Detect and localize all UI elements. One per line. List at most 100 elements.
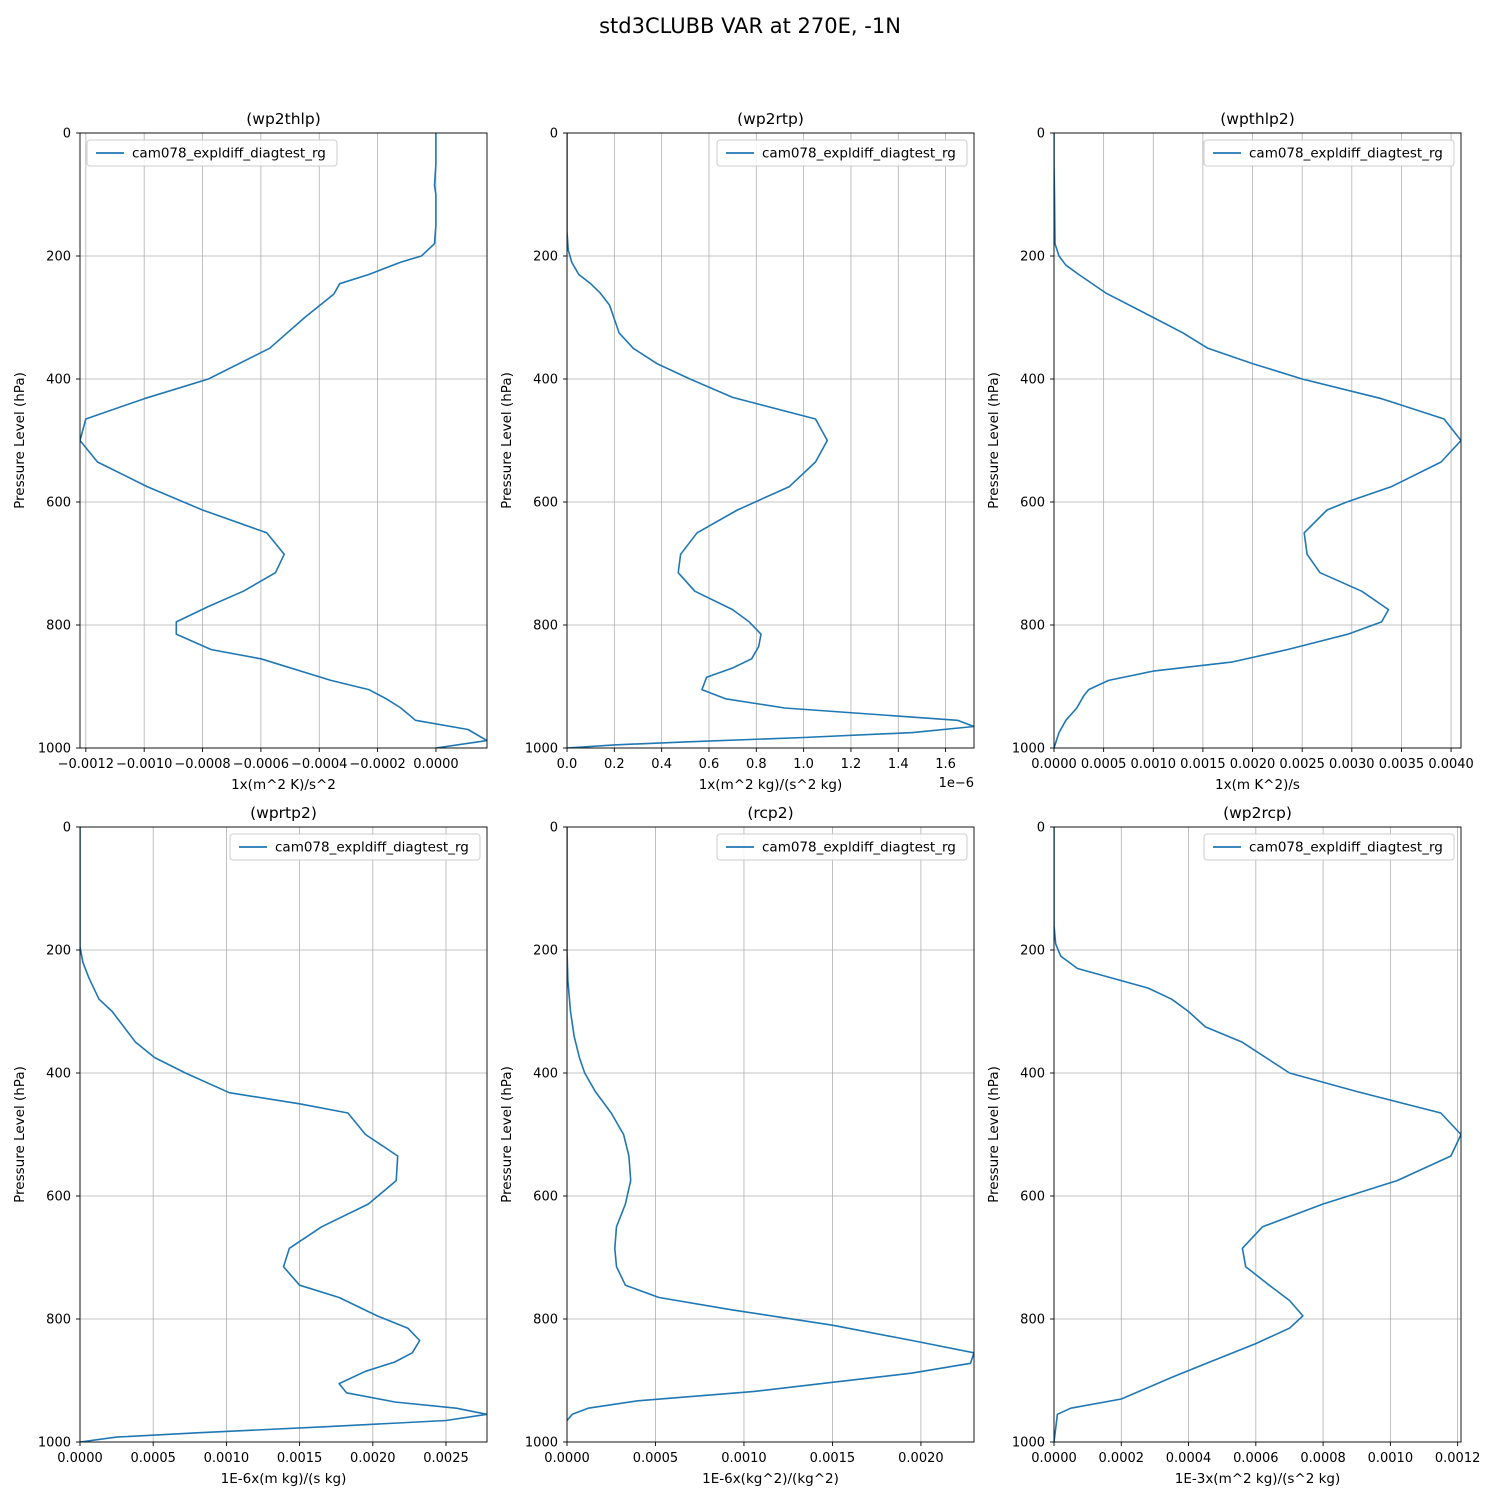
series-line bbox=[567, 827, 974, 1422]
series-line bbox=[80, 827, 487, 1442]
y-tick-label: 400 bbox=[1020, 373, 1045, 388]
legend-entry: cam078_expldiff_diagtest_rg bbox=[275, 840, 469, 856]
x-axis-label: 1E-6x(kg^2)/(kg^2) bbox=[702, 1471, 839, 1487]
x-tick-label: 1.2 bbox=[841, 757, 862, 772]
legend-box bbox=[1203, 833, 1455, 861]
x-tick-label: 0.0000 bbox=[413, 757, 459, 772]
x-tick-label: 0.0000 bbox=[57, 1451, 103, 1466]
legend-box bbox=[86, 139, 338, 167]
x-tick-label: 0.0000 bbox=[544, 1451, 590, 1466]
x-tick-label: −0.0008 bbox=[174, 757, 230, 772]
legend: cam078_expldiff_diagtest_rg bbox=[86, 139, 338, 167]
series-line bbox=[1054, 133, 1461, 748]
x-axis-label: 1x(m^2 kg)/(s^2 kg) bbox=[699, 777, 843, 793]
legend-box bbox=[229, 833, 481, 861]
x-tick-label: 1.4 bbox=[888, 757, 909, 772]
x-tick-label: 0.0010 bbox=[1131, 757, 1177, 772]
x-tick-label: −0.0012 bbox=[58, 757, 114, 772]
x-axis-label: 1E-3x(m^2 kg)/(s^2 kg) bbox=[1175, 1471, 1341, 1487]
subplot-title: (wp2rtp) bbox=[737, 110, 804, 128]
y-tick-label: 0 bbox=[1037, 127, 1045, 142]
legend: cam078_expldiff_diagtest_rg bbox=[229, 833, 481, 861]
x-tick-label: 0.0010 bbox=[721, 1451, 767, 1466]
y-tick-label: 400 bbox=[46, 373, 71, 388]
axes-frame bbox=[1053, 132, 1462, 749]
subplot-2: 0.0 0.2 0.4 0.6 0.8 1.0 1.2 1.4 1.6 0 200 400 600 800… bbox=[499, 110, 975, 793]
y-tick-label: 600 bbox=[46, 1190, 71, 1205]
y-tick-label: 0 bbox=[63, 127, 71, 142]
legend-entry: cam078_expldiff_diagtest_rg bbox=[762, 840, 956, 856]
x-tick-label: 0.0025 bbox=[1279, 757, 1325, 772]
x-tick-label: 0.0 bbox=[557, 757, 578, 772]
y-tick-label: 400 bbox=[533, 1067, 558, 1082]
x-axis-label: 1x(m^2 K)/s^2 bbox=[231, 777, 336, 793]
y-axis-label: Pressure Level (hPa) bbox=[12, 1066, 28, 1203]
y-tick-label: 1000 bbox=[1012, 742, 1045, 757]
y-tick-label: 800 bbox=[46, 1313, 71, 1328]
y-tick-label: 400 bbox=[533, 373, 558, 388]
y-tick-label: 1000 bbox=[1012, 1436, 1045, 1451]
axes-frame bbox=[566, 826, 975, 1443]
subplot-title: (wp2rcp) bbox=[1223, 804, 1292, 822]
y-tick-label: 600 bbox=[533, 1190, 558, 1205]
x-tick-label: 0.0008 bbox=[1300, 1451, 1346, 1466]
y-tick-label: 600 bbox=[1020, 496, 1045, 511]
subplot-title: (wprtp2) bbox=[250, 804, 317, 822]
y-axis-label: Pressure Level (hPa) bbox=[12, 372, 28, 509]
series-line bbox=[1054, 827, 1461, 1442]
x-tick-label: 0.0012 bbox=[1435, 1451, 1481, 1466]
x-tick-label: 0.0025 bbox=[423, 1451, 469, 1466]
x-tick-label: −0.0006 bbox=[233, 757, 289, 772]
axes-frame bbox=[566, 132, 975, 749]
x-offset-label: 1e−6 bbox=[939, 776, 974, 791]
subplot-4: 0.0000 0.0005 0.0010 0.0015 0.0020 0.0025 0 200… bbox=[12, 804, 488, 1487]
y-tick-label: 1000 bbox=[38, 1436, 71, 1451]
y-tick-label: 600 bbox=[46, 496, 71, 511]
y-tick-label: 800 bbox=[46, 619, 71, 634]
subplot-6: 0.0000 0.0002 0.0004 0.0006 0.0008 0.0010 0.00… bbox=[986, 804, 1480, 1487]
y-tick-label: 800 bbox=[533, 1313, 558, 1328]
x-tick-label: 0.0040 bbox=[1428, 757, 1474, 772]
y-tick-label: 0 bbox=[63, 821, 71, 836]
x-tick-label: 0.0005 bbox=[633, 1451, 679, 1466]
y-tick-label: 200 bbox=[1020, 944, 1045, 959]
y-tick-label: 0 bbox=[1037, 821, 1045, 836]
x-tick-label: 1.0 bbox=[793, 757, 814, 772]
legend: cam078_expldiff_diagtest_rg bbox=[1203, 139, 1455, 167]
y-tick-label: 400 bbox=[46, 1067, 71, 1082]
x-tick-label: 0.0015 bbox=[810, 1451, 856, 1466]
legend: cam078_expldiff_diagtest_rg bbox=[716, 139, 968, 167]
series-line bbox=[567, 133, 974, 748]
x-tick-label: 0.0020 bbox=[350, 1451, 396, 1466]
legend-box bbox=[716, 833, 968, 861]
subplot-title: (wpthlp2) bbox=[1220, 110, 1295, 128]
y-tick-label: 1000 bbox=[38, 742, 71, 757]
x-tick-label: 0.0002 bbox=[1099, 1451, 1145, 1466]
x-axis-label: 1x(m K^2)/s bbox=[1215, 777, 1300, 793]
y-tick-label: 600 bbox=[533, 496, 558, 511]
axes-frame bbox=[79, 826, 488, 1443]
x-tick-label: −0.0004 bbox=[291, 757, 347, 772]
x-tick-label: 0.0035 bbox=[1379, 757, 1425, 772]
x-tick-label: 0.0015 bbox=[277, 1451, 323, 1466]
y-axis-label: Pressure Level (hPa) bbox=[499, 1066, 515, 1203]
y-tick-label: 600 bbox=[1020, 1190, 1045, 1205]
legend-entry: cam078_expldiff_diagtest_rg bbox=[1249, 146, 1443, 162]
x-tick-label: 0.0005 bbox=[1081, 757, 1127, 772]
x-tick-label: 0.0020 bbox=[1230, 757, 1276, 772]
y-tick-label: 200 bbox=[46, 250, 71, 265]
x-tick-label: 0.4 bbox=[651, 757, 672, 772]
y-tick-label: 200 bbox=[533, 250, 558, 265]
subplot-title: (rcp2) bbox=[747, 804, 793, 822]
legend-entry: cam078_expldiff_diagtest_rg bbox=[762, 146, 956, 162]
legend-box bbox=[716, 139, 968, 167]
y-tick-label: 1000 bbox=[525, 742, 558, 757]
axes-frame bbox=[1053, 826, 1462, 1443]
y-axis-label: Pressure Level (hPa) bbox=[499, 372, 515, 509]
x-tick-label: 0.0000 bbox=[1031, 1451, 1077, 1466]
legend-entry: cam078_expldiff_diagtest_rg bbox=[132, 146, 326, 162]
x-tick-label: −0.0010 bbox=[116, 757, 172, 772]
x-tick-label: 0.2 bbox=[604, 757, 625, 772]
